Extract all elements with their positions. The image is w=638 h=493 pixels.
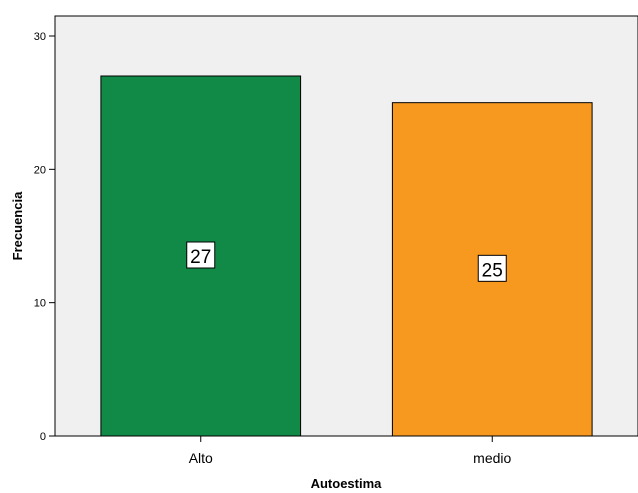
y-tick-label: 10 (34, 298, 46, 310)
x-axis-title: Autoestima (311, 476, 383, 491)
y-axis-title: Frecuencia (10, 191, 25, 260)
x-tick-label-medio: medio (473, 450, 511, 466)
data-label-box (186, 241, 216, 269)
data-label-medio: 25 (477, 254, 507, 282)
y-tick-label: 20 (34, 164, 46, 176)
data-label-alto: 27 (186, 241, 216, 269)
y-tick-label: 0 (40, 431, 46, 443)
data-label-box (477, 254, 507, 282)
x-tick-label-alto: Alto (189, 450, 213, 466)
data-label-text: 25 (482, 260, 503, 281)
y-tick-label: 30 (34, 31, 46, 43)
data-label-text: 27 (190, 247, 211, 268)
